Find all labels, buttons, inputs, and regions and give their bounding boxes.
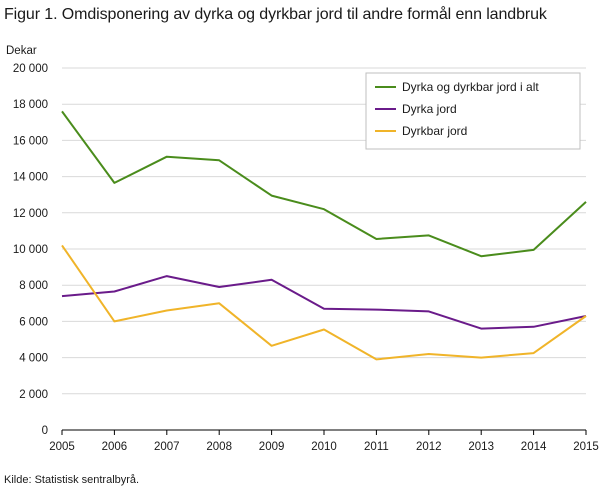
legend-label: Dyrka og dyrkbar jord i alt (402, 80, 539, 94)
x-tick-label: 2007 (154, 441, 180, 453)
legend-label: Dyrka jord (402, 102, 457, 116)
y-tick-label: 12 000 (13, 208, 48, 220)
y-tick-label: 4 000 (19, 353, 48, 365)
y-tick-label: 16 000 (13, 135, 48, 147)
y-tick-label: 18 000 (13, 99, 48, 111)
x-tick-label: 2008 (206, 441, 232, 453)
source-note: Kilde: Statistisk sentralbyrå. (4, 474, 140, 486)
x-tick-label: 2006 (102, 441, 128, 453)
y-tick-label: 6 000 (19, 316, 48, 328)
series-line-2 (61, 275, 587, 330)
y-tick-label: 0 (42, 425, 48, 437)
series-line-3 (61, 244, 587, 361)
y-tick-label: 8 000 (19, 280, 48, 292)
x-tick-label: 2013 (468, 441, 494, 453)
x-tick-label: 2012 (416, 441, 442, 453)
x-tick-label: 2010 (311, 441, 337, 453)
x-tick-label: 2009 (259, 441, 285, 453)
y-axis-label: Dekar (6, 45, 37, 57)
y-tick-label: 2 000 (19, 389, 48, 401)
chart-title: Figur 1. Omdisponering av dyrka og dyrkb… (4, 6, 547, 23)
x-tick-label: 2015 (573, 441, 599, 453)
x-tick-label: 2014 (521, 441, 547, 453)
y-tick-label: 14 000 (13, 172, 48, 184)
series-line-1 (61, 110, 587, 258)
y-tick-label: 20 000 (13, 63, 48, 75)
x-tick-label: 2005 (49, 441, 75, 453)
x-tick-label: 2011 (364, 441, 389, 453)
y-tick-label: 10 000 (13, 244, 48, 256)
legend-box (365, 72, 581, 150)
legend-label: Dyrkbar jord (402, 124, 467, 138)
